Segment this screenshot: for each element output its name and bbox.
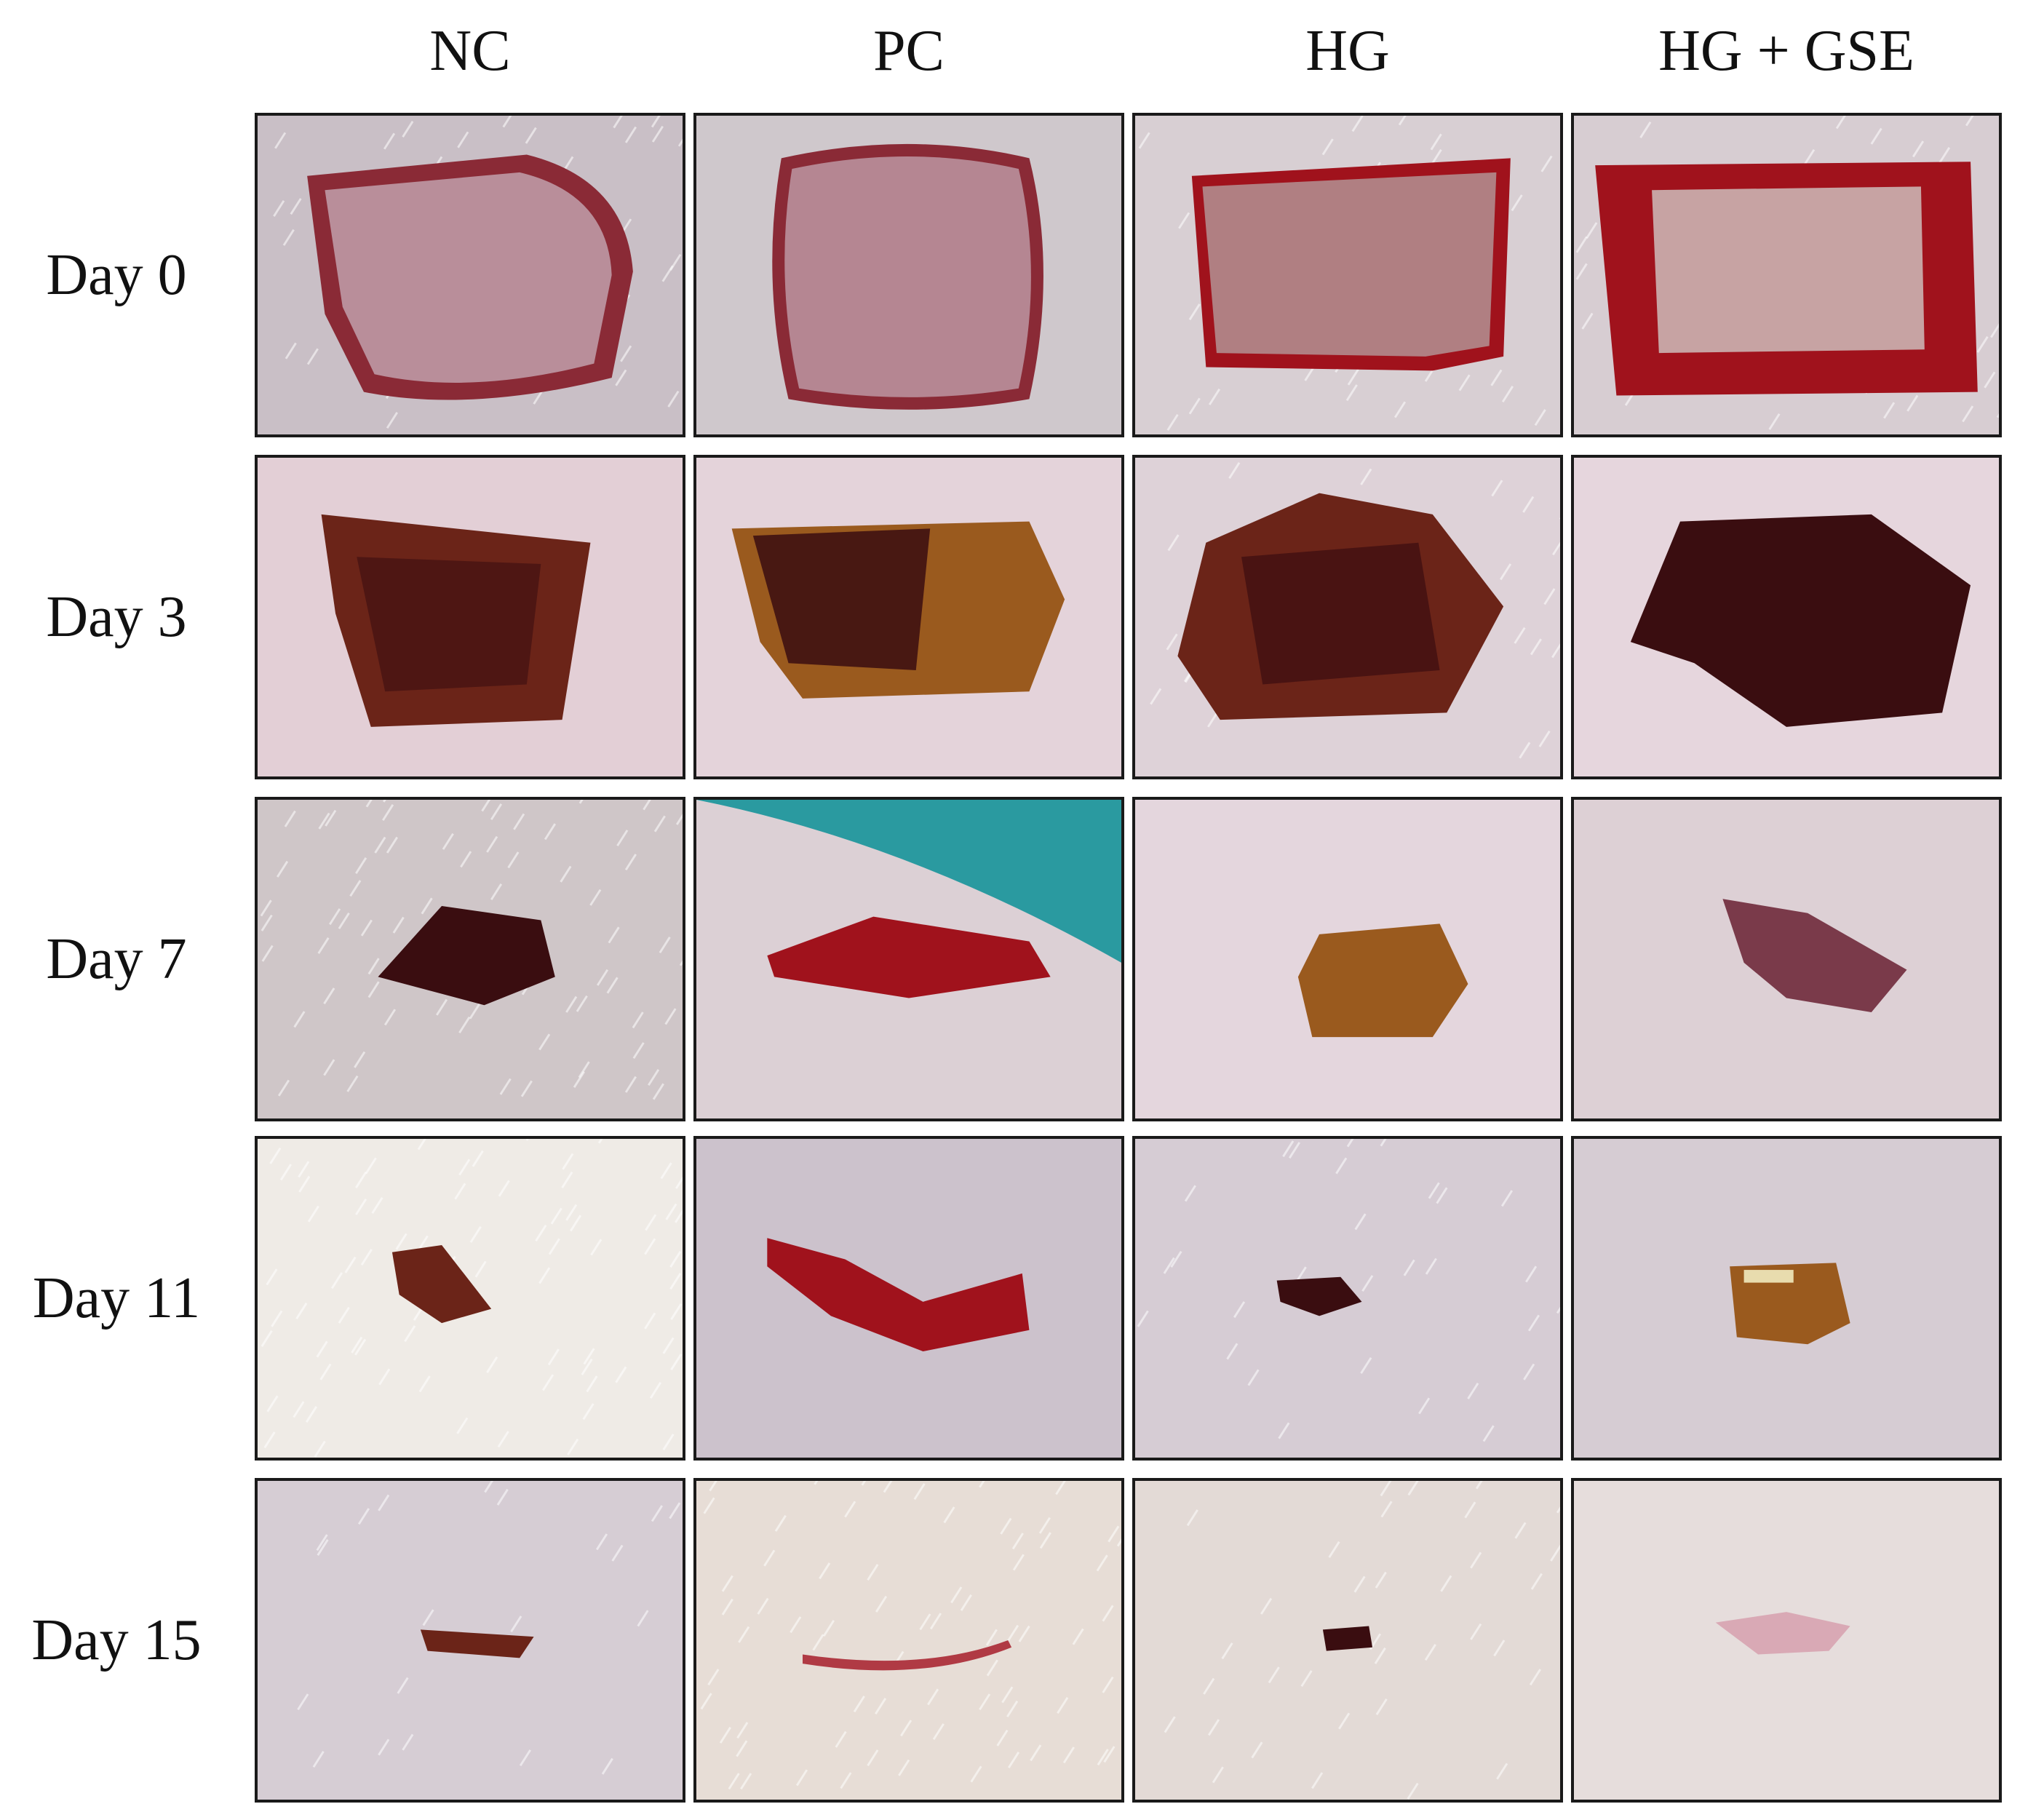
column-header-2: PC bbox=[873, 19, 945, 83]
wound-photo-r1-c3 bbox=[1132, 113, 1563, 437]
row-label-1: Day 0 bbox=[46, 243, 187, 307]
wound-photo-r5-c2 bbox=[693, 1478, 1124, 1803]
wound-photo-r4-c3 bbox=[1132, 1136, 1563, 1461]
row-label-4: Day 11 bbox=[32, 1266, 201, 1330]
wound-photo-r4-c4 bbox=[1571, 1136, 2002, 1461]
row-label-2: Day 3 bbox=[46, 585, 187, 649]
wound-photo-r4-c2 bbox=[693, 1136, 1124, 1461]
wound-photo-r3-c3 bbox=[1132, 797, 1563, 1121]
wound-photo-r3-c1 bbox=[255, 797, 685, 1121]
wound-photo-r1-c2 bbox=[693, 113, 1124, 437]
wound-photo-r2-c1 bbox=[255, 455, 685, 779]
wound-photo-r1-c4 bbox=[1571, 113, 2002, 437]
row-label-5: Day 15 bbox=[31, 1608, 202, 1672]
wound-photo-r1-c1 bbox=[255, 113, 685, 437]
wound-photo-r2-c2 bbox=[693, 455, 1124, 779]
wound-photo-r5-c4 bbox=[1571, 1478, 2002, 1803]
wound-photo-r5-c1 bbox=[255, 1478, 685, 1803]
column-header-1: NC bbox=[429, 19, 511, 83]
row-label-3: Day 7 bbox=[46, 927, 187, 991]
wound-photo-r2-c4 bbox=[1571, 455, 2002, 779]
wound-photo-r4-c1 bbox=[255, 1136, 685, 1461]
wound-photo-r3-c4 bbox=[1571, 797, 2002, 1121]
column-header-3: HG bbox=[1305, 19, 1390, 83]
column-header-4: HG + GSE bbox=[1658, 19, 1914, 83]
wound-photo-r5-c3 bbox=[1132, 1478, 1563, 1803]
wound-photo-r3-c2 bbox=[693, 797, 1124, 1121]
wound-photo-r2-c3 bbox=[1132, 455, 1563, 779]
